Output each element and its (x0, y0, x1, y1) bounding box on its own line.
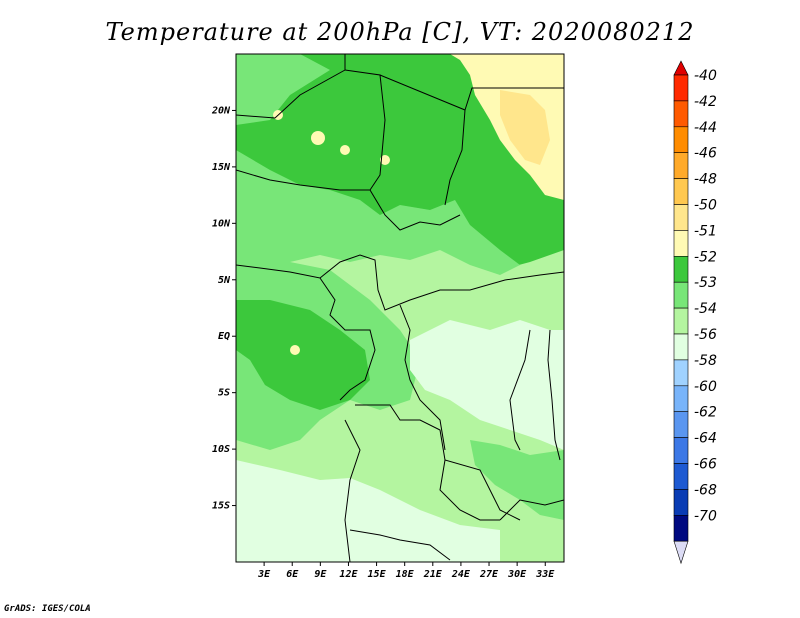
lat-tick-label: 5S (218, 388, 230, 399)
colorbar-segment (673, 411, 689, 438)
field-region-50-ne (500, 90, 550, 165)
lon-tick-label: 33E (535, 569, 555, 580)
longitude-axis: 3E 6E 9E 12E 15E 18E 21E 24E 27E 30E 33E (257, 562, 555, 580)
field-spot-51-a (311, 131, 325, 145)
colorbar-segment (673, 178, 689, 205)
colorbar-top-arrow (673, 60, 689, 76)
colorbar-segment (673, 230, 689, 257)
colorbar-label: -53 (694, 275, 717, 291)
colorbar-segment (673, 307, 689, 335)
lon-tick-label: 6E (286, 569, 299, 580)
colorbar-bottom-arrow (673, 540, 689, 565)
lon-tick-label: 3E (257, 569, 271, 580)
lon-tick-label: 21E (423, 569, 443, 580)
colorbar-segment (673, 126, 689, 154)
colorbar-label: -70 (694, 508, 717, 524)
chart-title: Temperature at 200hPa [C], VT: 202008021… (105, 18, 695, 46)
lon-tick-label: 12E (339, 569, 358, 580)
colorbar-label: -40 (694, 68, 717, 84)
lon-tick-label: 27E (479, 569, 499, 580)
colorbar-label: -50 (694, 198, 717, 214)
field-region-52-equator (236, 300, 370, 410)
colorbar-label: -64 (694, 431, 717, 447)
colorbar-segment (673, 333, 689, 361)
colorbar-segment (673, 437, 689, 464)
colorbar-label: -52 (694, 249, 717, 265)
lat-tick-label: 20N (211, 105, 231, 116)
colorbar-label: -68 (694, 482, 717, 498)
field-region-54-sw (236, 460, 500, 562)
colorbar-segment (673, 281, 689, 309)
colorbar-label: -60 (694, 379, 717, 395)
field-spot-51-d (290, 345, 300, 355)
colorbar-segment (673, 359, 689, 387)
colorbar: -40 -42 -44 -46 -48 -50 -51 -52 -53 -54 -56 -58 -60 -… (673, 60, 717, 565)
colorbar-label: -48 (694, 172, 717, 188)
colorbar-label: -44 (694, 120, 717, 136)
colorbar-segment (673, 204, 689, 231)
lat-tick-label: 10N (212, 218, 231, 229)
colorbar-label: -58 (694, 353, 717, 369)
colorbar-segment (673, 385, 689, 412)
lat-tick-label: 5N (218, 275, 231, 286)
colorbar-label: -46 (694, 146, 717, 162)
colorbar-label: -62 (694, 405, 717, 421)
field-region-53-se (470, 440, 564, 520)
colorbar-segment (673, 463, 689, 490)
map-frame (235, 53, 565, 563)
colorbar-label: -54 (694, 301, 717, 317)
colorbar-segment (673, 489, 689, 516)
lat-tick-label: 10S (212, 444, 230, 455)
colorbar-label: -66 (694, 457, 717, 473)
field-region-53-w (236, 150, 520, 275)
colorbar-segment (673, 100, 689, 128)
colorbar-segment (673, 255, 689, 283)
credit-label: GrADS: IGES/COLA (4, 604, 91, 614)
colorbar-label: -42 (694, 94, 717, 110)
temperature-field (236, 54, 564, 562)
lon-tick-label: 30E (507, 569, 527, 580)
lat-tick-label: 15S (212, 501, 230, 512)
lon-tick-label: 15E (368, 569, 387, 580)
colorbar-label: -56 (694, 327, 717, 343)
colorbar-segment (673, 74, 689, 102)
field-spot-51-b (340, 145, 350, 155)
colorbar-segment (673, 152, 689, 179)
colorbar-label: -51 (694, 223, 717, 239)
lon-tick-label: 18E (396, 569, 415, 580)
lon-tick-label: 9E (314, 569, 327, 580)
lon-tick-label: 24E (451, 569, 471, 580)
latitude-axis: 20N 15N 10N 5N EQ 5S 10S 15S (211, 105, 236, 512)
field-region-53-nw (236, 54, 330, 125)
field-region-54-east (410, 320, 564, 450)
lat-tick-label: 15N (212, 162, 231, 173)
country-boundaries (236, 54, 564, 562)
colorbar-segment (673, 514, 689, 542)
field-spot-51-c (380, 155, 390, 165)
lat-tick-label: EQ (218, 331, 230, 342)
